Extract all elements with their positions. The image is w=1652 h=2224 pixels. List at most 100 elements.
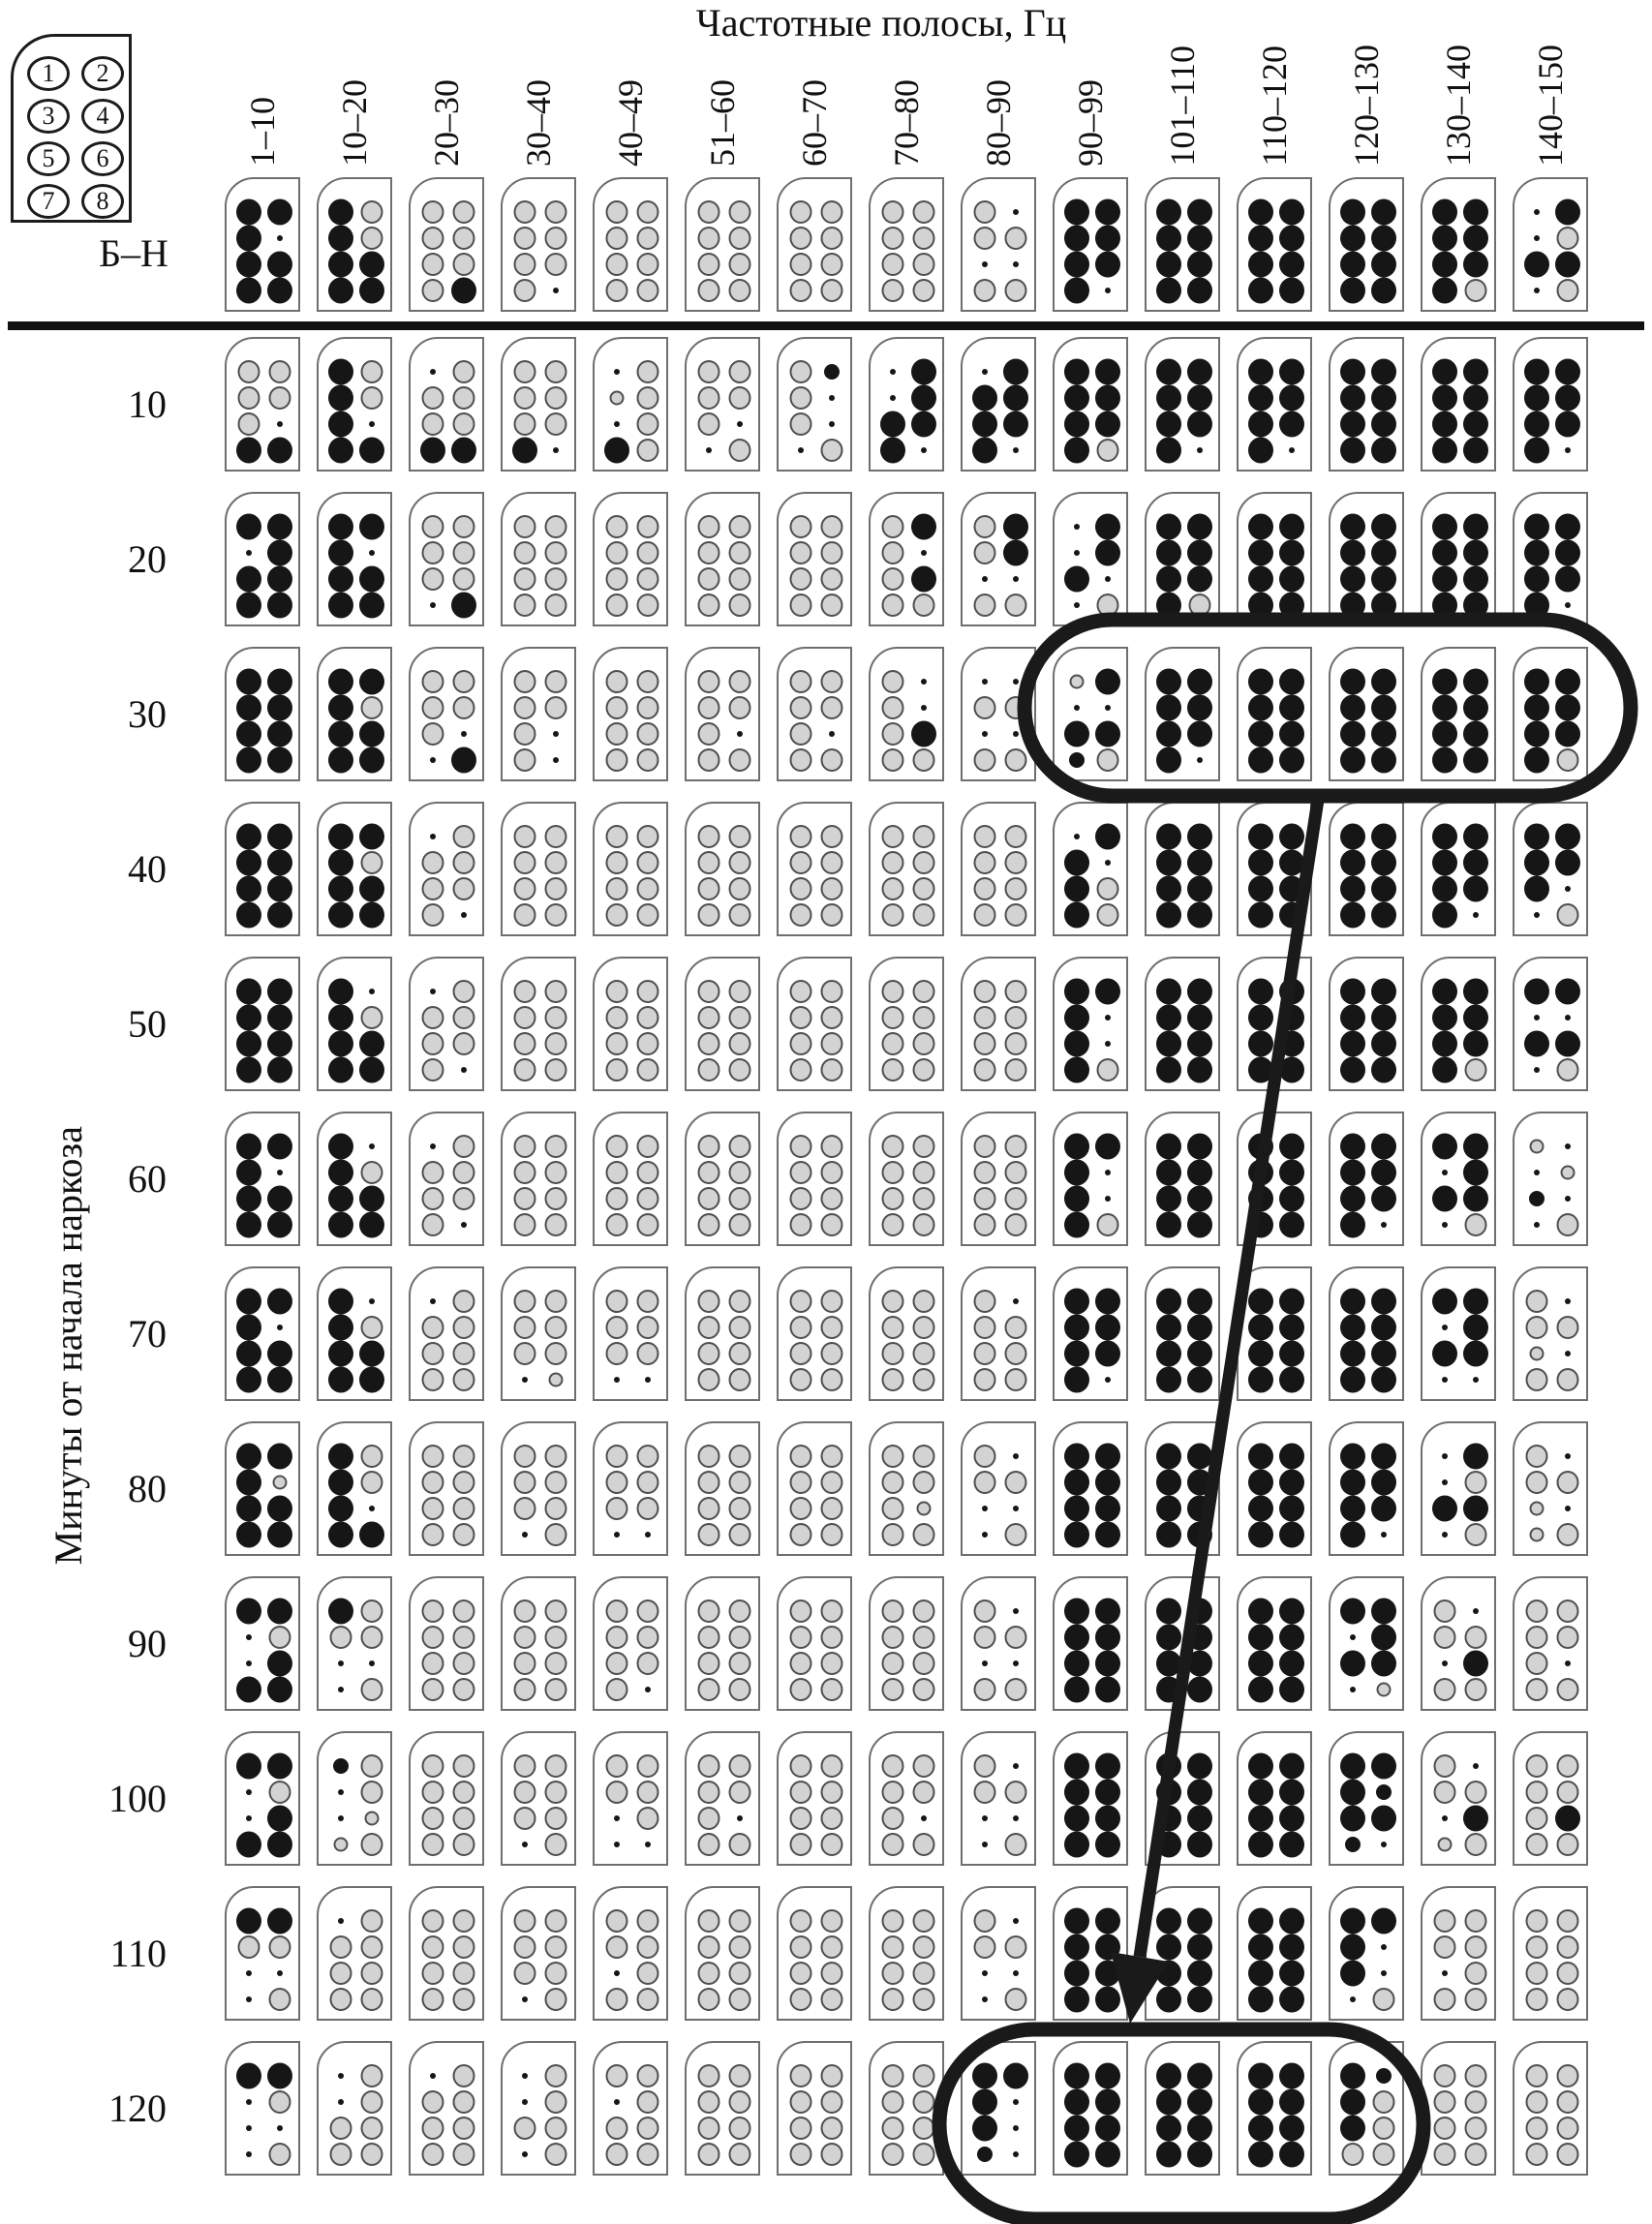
cell-100-30–40: [501, 1731, 576, 1866]
dot: [421, 2143, 444, 2166]
dot: [1248, 901, 1273, 929]
column-label-text: 10–20: [335, 79, 374, 167]
dot: [1340, 746, 1365, 774]
dot: [881, 1523, 904, 1546]
dot: [1095, 2062, 1120, 2089]
dot: [605, 1006, 628, 1029]
dot: [452, 515, 475, 538]
dot: [1433, 2117, 1456, 2140]
dot: [1433, 2090, 1456, 2114]
dot: [1064, 1288, 1089, 1315]
dot: [267, 1056, 292, 1083]
dot: [328, 1443, 353, 1470]
dot: [421, 1316, 444, 1339]
dot: [1156, 1056, 1181, 1083]
dot: [1340, 1960, 1365, 1987]
dot: [697, 1368, 720, 1391]
dot: [1156, 592, 1181, 619]
dot: [1525, 1678, 1548, 1701]
dot: [1556, 1935, 1579, 1959]
dot: [452, 2064, 475, 2087]
dot: [728, 877, 751, 900]
dot: [544, 253, 567, 276]
dot: [513, 1342, 536, 1365]
cell-50-130–140: [1421, 957, 1496, 1091]
dot: [267, 1340, 292, 1367]
dot: [1529, 1346, 1545, 1361]
dot: [513, 1497, 536, 1520]
dot: [544, 877, 567, 900]
dot: [1350, 1634, 1356, 1640]
dot: [513, 1213, 536, 1236]
dot: [636, 386, 659, 410]
dot: [636, 360, 659, 383]
cell-110-130–140: [1421, 1886, 1496, 2021]
dot: [881, 851, 904, 874]
dot: [1371, 565, 1396, 593]
dot: [697, 360, 720, 383]
dot: [1463, 875, 1488, 902]
dot: [820, 1523, 843, 1546]
dot: [820, 670, 843, 693]
dot: [452, 1161, 475, 1184]
dot: [1463, 978, 1488, 1005]
dot: [697, 594, 720, 617]
dot: [1525, 1781, 1548, 1804]
dot: [369, 1298, 375, 1304]
dot: [973, 594, 996, 617]
dot: [461, 1222, 467, 1228]
dot: [912, 1290, 935, 1313]
dot: [1064, 1340, 1089, 1367]
dot: [820, 515, 843, 538]
dot: [277, 1325, 283, 1330]
dot: [1432, 198, 1457, 226]
dot: [1534, 235, 1540, 241]
dot: [452, 1523, 475, 1546]
dot: [912, 825, 935, 848]
dot: [1156, 901, 1181, 929]
dot: [881, 696, 904, 719]
dot: [267, 513, 292, 540]
column-label: 110–120: [1237, 6, 1312, 167]
dot: [338, 1789, 344, 1795]
cell-10-130–140: [1421, 337, 1496, 472]
dot: [267, 720, 292, 747]
dot: [267, 668, 292, 695]
dot: [544, 903, 567, 927]
dot: [1248, 437, 1273, 464]
dot: [1248, 978, 1273, 1005]
dot: [789, 980, 812, 1003]
dot: [513, 2117, 536, 2140]
dot: [1371, 1340, 1396, 1367]
dot: [789, 1833, 812, 1856]
dot: [1156, 251, 1181, 278]
dot: [277, 421, 283, 427]
dot: [820, 1316, 843, 1339]
dot: [636, 1213, 659, 1236]
dot: [697, 1032, 720, 1055]
dot: [636, 2064, 659, 2087]
cell-30-140–150: [1513, 647, 1588, 781]
dot: [973, 1187, 996, 1210]
dot: [881, 877, 904, 900]
dot: [881, 227, 904, 250]
dot: [789, 1497, 812, 1520]
dot: [267, 1495, 292, 1522]
dot: [789, 825, 812, 848]
dot: [1095, 978, 1120, 1005]
dot: [359, 720, 384, 747]
dot: [360, 1678, 383, 1701]
dot: [1340, 1004, 1365, 1031]
dot: [1556, 903, 1579, 927]
dot: [236, 1907, 261, 1935]
dot: [636, 412, 659, 436]
dot: [880, 411, 905, 438]
dot: [1371, 720, 1396, 747]
dot: [513, 1471, 536, 1494]
dot: [881, 1135, 904, 1158]
dot: [1432, 1185, 1457, 1212]
dot: [1279, 1831, 1304, 1858]
dot: [1463, 198, 1488, 226]
dot: [820, 1445, 843, 1468]
dot: [789, 2117, 812, 2140]
